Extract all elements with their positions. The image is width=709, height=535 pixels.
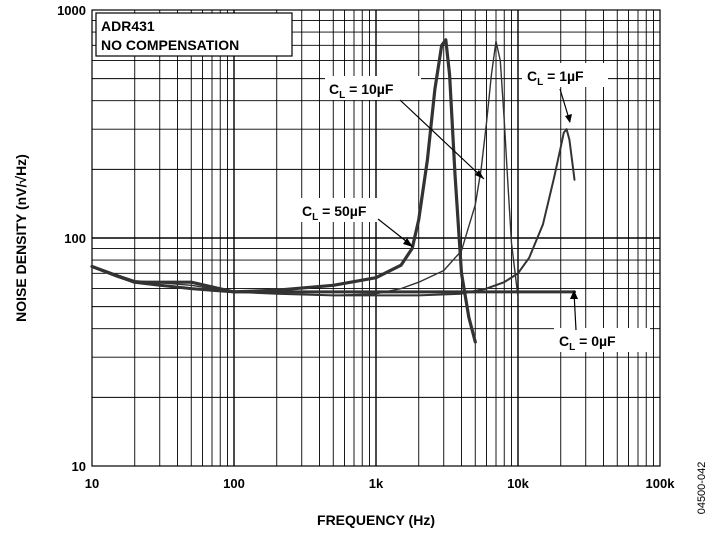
annotation-cl-10uf: CL = 10µF (325, 76, 421, 101)
plot-frame (91, 9, 661, 467)
leader-cl-10uf (399, 99, 485, 180)
arrowhead-cl-50uf (403, 238, 413, 247)
x-axis-label: FREQUENCY (Hz) (317, 512, 435, 528)
arrowhead-cl-0uf (570, 290, 578, 299)
series-layer (90, 38, 576, 344)
annotation-cl-0uf-label: CL = 0µF (559, 333, 616, 353)
y-tick-label: 100 (64, 231, 86, 246)
annotation-cl-50uf-label: CL = 50µF (302, 203, 367, 223)
figure-id-label: 04500-042 (696, 462, 708, 515)
x-tick-label: 10 (85, 476, 99, 491)
arrowhead-cl-10uf (475, 170, 484, 179)
y-tick-label: 10 (72, 459, 86, 474)
annotation-cl-50uf: CL = 50µF (297, 198, 395, 223)
y-axis-label: NOISE DENSITY (nV/√Hz) (13, 154, 29, 322)
annotation-cl-1uf-label: CL = 1µF (527, 68, 584, 88)
y-tick-label: 1000 (57, 3, 86, 18)
x-tick-label: 1k (369, 476, 384, 491)
arrowheads (403, 114, 578, 299)
tick-labels: 10 100 1k 10k 100k 1000 100 10 (57, 3, 675, 491)
annotation-cl-0uf: CL = 0µF (554, 328, 650, 353)
arrowhead-cl-1uf (565, 114, 572, 123)
x-tick-label: 10k (507, 476, 529, 491)
annotation-cl-1uf: CL = 1µF (522, 63, 608, 88)
x-tick-label: 100 (223, 476, 245, 491)
header-box: ADR431 NO COMPENSATION (95, 12, 293, 57)
annotation-cl-10uf-label: CL = 10µF (329, 81, 394, 101)
series-line-cl-50uf (90, 38, 477, 344)
header-line2: NO COMPENSATION (101, 37, 239, 53)
header-line1: ADR431 (101, 18, 155, 34)
x-tick-label: 100k (646, 476, 676, 491)
